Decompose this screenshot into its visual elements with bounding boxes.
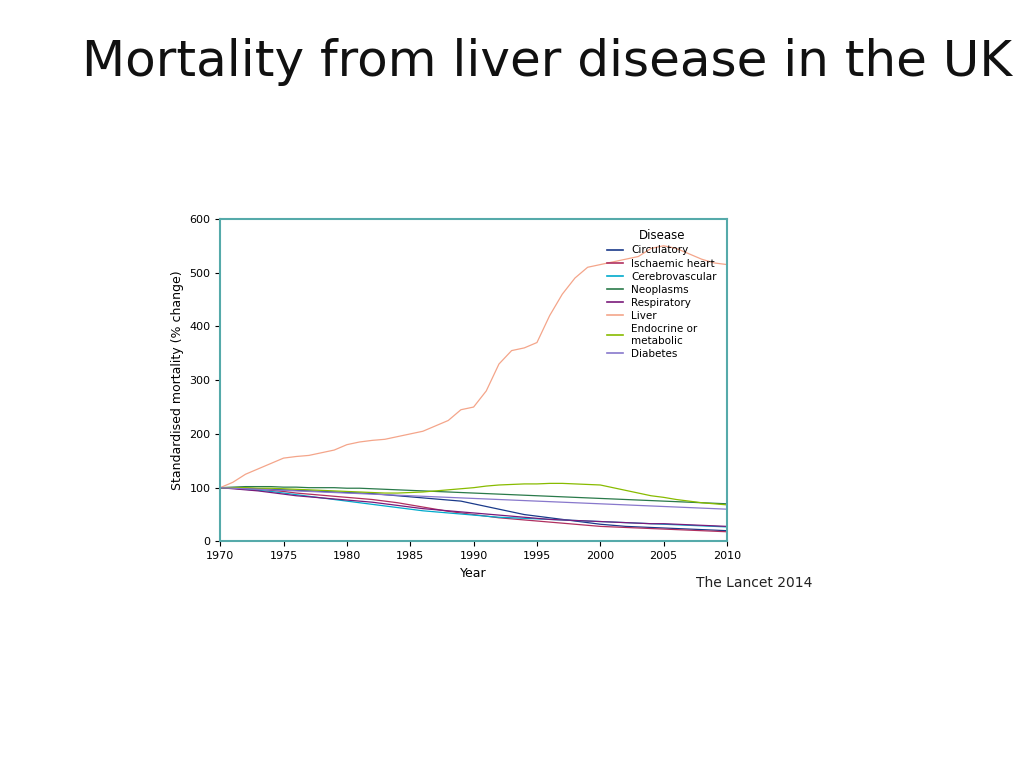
Text: Mortality from liver disease in the UK: Mortality from liver disease in the UK [82,38,1012,87]
Y-axis label: Standardised mortality (% change): Standardised mortality (% change) [171,270,183,490]
X-axis label: Year: Year [460,567,487,580]
Legend: Circulatory, Ischaemic heart, Cerebrovascular, Neoplasms, Respiratory, Liver, En: Circulatory, Ischaemic heart, Cerebrovas… [602,224,722,364]
Text: The Lancet 2014: The Lancet 2014 [696,576,813,590]
